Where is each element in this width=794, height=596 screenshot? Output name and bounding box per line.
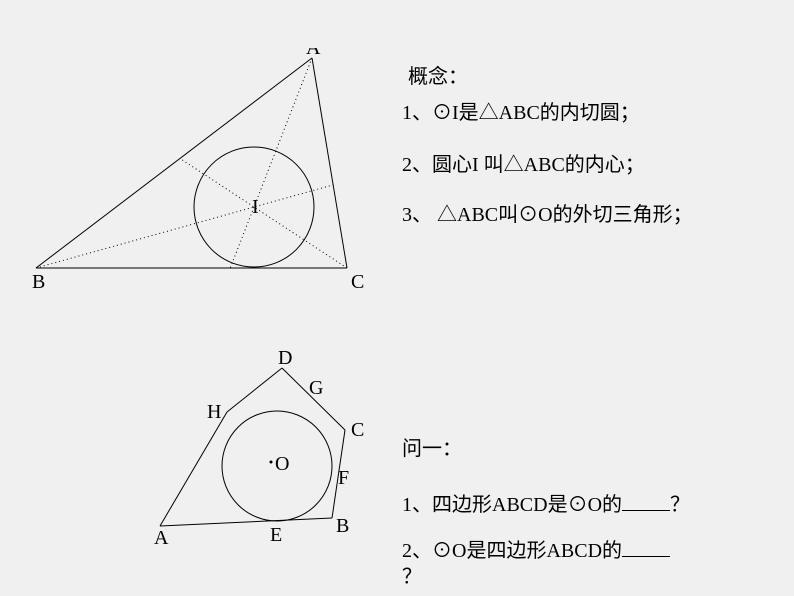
question-1-blank [622,490,670,511]
svg-text:C: C [351,271,364,293]
svg-text:I: I [252,196,259,218]
svg-text:D: D [278,348,292,369]
question-item-2-post: ？ [402,560,422,589]
question-item-2: 2、⊙O是四边形ABCD的 [402,534,670,563]
svg-text:B: B [336,515,349,537]
svg-text:H: H [207,401,221,423]
svg-text:A: A [306,48,321,59]
svg-text:A: A [154,527,169,549]
question-title: 问一： [402,432,462,461]
concepts-title: 概念： [408,60,468,89]
svg-text:O: O [275,453,289,475]
svg-text:F: F [338,467,349,489]
question-1-post: ？ [670,494,690,516]
question-2-pre: 2、⊙O是四边形ABCD的 [402,540,622,562]
svg-text:B: B [32,271,45,293]
question-item-1: 1、四边形ABCD是⊙O的 ？ [402,488,690,517]
svg-text:E: E [270,524,282,546]
diagram-triangle-incircle: A B C I [32,48,372,298]
concept-item-3: 3、 △ABC叫⊙O的外切三角形； [402,198,693,227]
concept-item-2: 2、圆心I 叫△ABC的内心； [402,148,645,177]
question-1-pre: 1、四边形ABCD是⊙O的 [402,494,622,516]
question-2-blank [622,536,670,557]
svg-text:C: C [351,419,364,441]
diagram-quadrilateral-incircle: A B C D E F G H O [152,348,382,558]
svg-text:G: G [309,377,323,399]
concept-item-1: 1、⊙I是△ABC的内切圆； [402,96,640,125]
